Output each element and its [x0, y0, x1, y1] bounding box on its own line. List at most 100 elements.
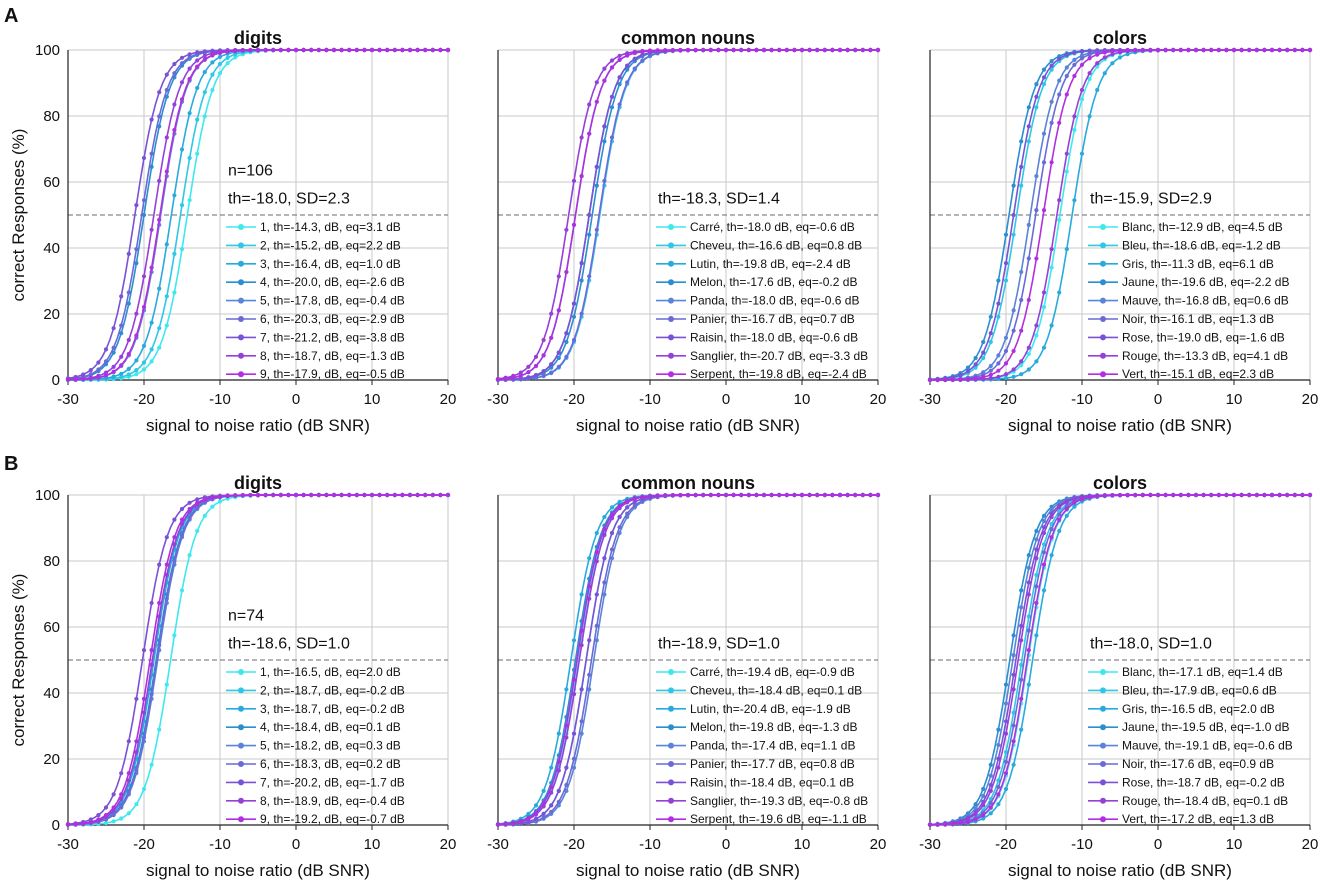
data-point: [988, 331, 993, 336]
data-point: [981, 813, 986, 818]
legend-swatch-marker: [1100, 224, 1106, 230]
data-point: [996, 314, 1001, 319]
data-point: [594, 164, 599, 169]
data-point: [119, 792, 124, 797]
data-point: [996, 792, 1001, 797]
data-point: [784, 47, 789, 53]
data-point: [1003, 750, 1009, 755]
data-point: [1049, 265, 1054, 270]
legend-label: Vert, th=-15.1 dB, eq=2.3 dB: [1122, 367, 1274, 381]
data-point: [1003, 361, 1009, 366]
data-point: [1262, 47, 1267, 53]
data-point: [134, 368, 139, 373]
data-point: [495, 377, 501, 382]
legend-label: Melon, th=-17.6 dB, eq=-0.2 dB: [690, 275, 857, 289]
data-point: [1026, 367, 1031, 372]
data-point: [1057, 512, 1062, 517]
data-point: [860, 47, 865, 53]
data-point: [141, 735, 147, 740]
data-point: [655, 493, 660, 498]
data-point: [1102, 50, 1107, 55]
data-point: [1079, 49, 1085, 54]
data-point: [149, 662, 154, 668]
data-point: [973, 376, 978, 381]
data-point: [594, 99, 599, 104]
data-point: [141, 786, 147, 792]
y-tick-label: 40: [43, 240, 60, 257]
data-point: [1247, 492, 1252, 498]
data-point: [541, 800, 546, 806]
legend-label: 9, th=-17.9, dB, eq=-0.5 dB: [260, 367, 405, 381]
y-tick-label: 60: [43, 174, 60, 191]
y-tick-label: 60: [43, 619, 60, 636]
data-point: [973, 817, 978, 822]
data-point: [157, 727, 162, 732]
data-point: [1064, 73, 1069, 79]
data-point: [549, 362, 554, 367]
data-point: [1003, 376, 1009, 381]
data-point: [339, 47, 344, 53]
data-point: [1072, 50, 1077, 55]
data-point: [157, 345, 162, 350]
legend-label: Panda, th=-17.4 dB, eq=1.1 dB: [690, 739, 855, 753]
data-point: [172, 290, 177, 295]
data-point: [549, 790, 554, 795]
data-point: [1034, 633, 1039, 638]
data-point: [1003, 348, 1009, 354]
data-point: [1072, 62, 1077, 67]
data-point: [685, 493, 691, 498]
data-point: [1155, 492, 1161, 498]
data-point: [587, 131, 592, 136]
data-point: [609, 105, 615, 110]
data-point: [1034, 256, 1039, 261]
data-point: [1034, 174, 1039, 179]
data-point: [1095, 61, 1100, 66]
data-point: [1057, 198, 1062, 203]
data-point: [286, 47, 291, 53]
legend-label: Carré, th=-19.4 dB, eq=-0.9 dB: [690, 665, 855, 679]
data-point: [1011, 308, 1016, 313]
data-point: [868, 47, 873, 53]
data-point: [533, 354, 539, 359]
legend-swatch-marker: [238, 797, 244, 804]
x-tick-label: -10: [1071, 836, 1093, 853]
data-point: [1064, 65, 1069, 70]
legend-swatch-marker: [1100, 797, 1106, 804]
legend-swatch-marker: [238, 352, 244, 359]
data-point: [564, 788, 569, 794]
data-point: [1041, 562, 1047, 567]
data-point: [1231, 47, 1237, 53]
data-point: [587, 556, 592, 561]
data-point: [1019, 164, 1024, 169]
threshold-summary: th=-18.9, SD=1.0: [658, 635, 780, 652]
data-point: [625, 511, 630, 516]
data-point: [1034, 208, 1039, 213]
data-point: [988, 372, 993, 377]
data-point: [210, 53, 215, 58]
data-point: [815, 47, 820, 53]
y-axis-label: correct Responses (%): [9, 574, 28, 747]
data-point: [571, 765, 577, 770]
data-point: [1087, 495, 1092, 500]
data-point: [526, 364, 531, 369]
legend-label: Rose, th=-18.7 dB, eq=-0.2 dB: [1122, 775, 1285, 789]
data-point: [1064, 169, 1069, 174]
data-point: [1019, 269, 1024, 275]
data-point: [518, 370, 523, 375]
data-point: [556, 355, 561, 361]
data-point: [1026, 105, 1031, 110]
legend-swatch-marker: [238, 724, 244, 731]
data-point: [1193, 47, 1199, 53]
data-point: [685, 47, 691, 53]
data-point: [556, 308, 561, 313]
data-point: [1125, 493, 1130, 498]
x-tick-label: 20: [1302, 836, 1319, 853]
data-point: [701, 492, 706, 498]
data-point: [1041, 160, 1047, 165]
y-tick-label: 100: [35, 487, 60, 504]
data-point: [172, 61, 177, 67]
data-point: [1049, 160, 1054, 165]
data-point: [1003, 372, 1009, 377]
x-tick-label: 0: [722, 391, 730, 408]
